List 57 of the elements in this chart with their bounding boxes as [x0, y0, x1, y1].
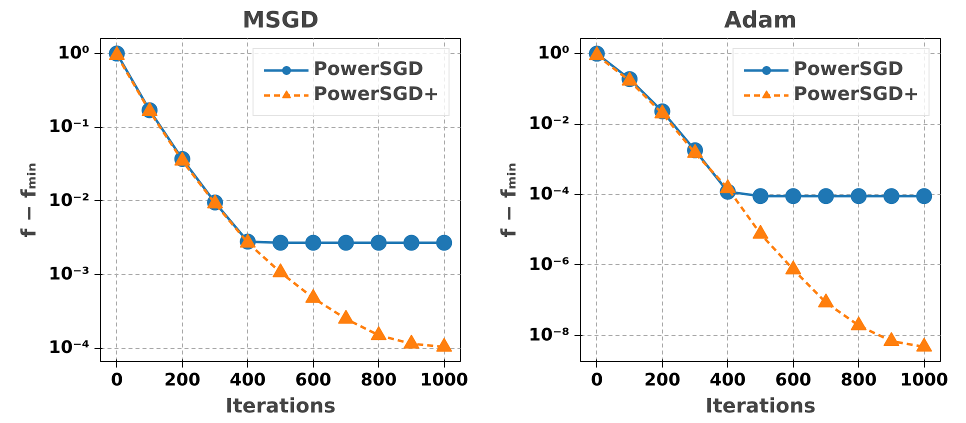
legend-label: PowerSGD+ — [314, 84, 439, 105]
point — [305, 234, 322, 251]
y-tick-label: 10⁻¹ — [48, 117, 90, 138]
x-tick-label: 400 — [710, 370, 746, 390]
y-tick-label: 10⁻³ — [48, 264, 90, 285]
legend-label: PowerSGD — [314, 59, 424, 80]
point — [818, 188, 834, 204]
point — [818, 293, 834, 308]
point — [272, 234, 288, 251]
chart-title: MSGD — [242, 8, 319, 34]
point — [370, 234, 387, 251]
x-tick-label: 800 — [360, 370, 397, 390]
point — [272, 263, 288, 278]
y-axis-title: f − fₘᵢₙ — [16, 162, 41, 238]
point — [720, 179, 736, 194]
x-tick-label: 600 — [775, 370, 812, 390]
point — [305, 288, 322, 303]
x-tick-label: 0 — [590, 370, 603, 390]
x-tick-label: 1000 — [420, 370, 468, 390]
y-tick-label: 10⁻⁴ — [48, 338, 90, 358]
x-tick-label: 1000 — [900, 370, 948, 390]
y-tick-label: 10⁻⁶ — [528, 254, 570, 275]
legend-label: PowerSGD+ — [794, 84, 919, 105]
point — [436, 234, 452, 251]
point — [338, 234, 354, 251]
point — [403, 234, 420, 251]
y-axis-title: f − fₘᵢₙ — [496, 162, 521, 238]
x-axis-title: Iterations — [705, 394, 816, 418]
x-tick-label: 400 — [230, 370, 266, 390]
x-axis-title: Iterations — [225, 394, 336, 418]
y-tick-label: 10⁰ — [538, 44, 570, 64]
x-tick-label: 200 — [164, 370, 200, 390]
point — [752, 224, 768, 239]
point — [785, 260, 802, 274]
legend-label: PowerSGD — [794, 59, 904, 80]
point — [403, 334, 420, 349]
y-tick-label: 10⁻² — [48, 190, 90, 211]
point — [883, 332, 900, 346]
point — [850, 188, 867, 204]
point — [785, 188, 802, 204]
x-tick-label: 600 — [295, 370, 332, 390]
x-tick-label: 200 — [644, 370, 680, 390]
point — [916, 338, 932, 352]
y-tick-label: 10⁻² — [528, 114, 570, 134]
y-tick-label: 10⁻⁸ — [528, 325, 570, 346]
point — [338, 310, 354, 324]
x-tick-label: 0 — [110, 370, 123, 390]
chart-title: Adam — [724, 8, 797, 34]
point — [436, 338, 452, 352]
y-tick-label: 10⁰ — [58, 44, 90, 64]
x-tick-label: 800 — [840, 370, 877, 390]
point — [752, 188, 768, 204]
point — [850, 316, 867, 330]
point — [370, 326, 387, 340]
point — [916, 188, 932, 204]
y-tick-label: 10⁻⁴ — [528, 184, 570, 204]
point — [883, 188, 900, 204]
